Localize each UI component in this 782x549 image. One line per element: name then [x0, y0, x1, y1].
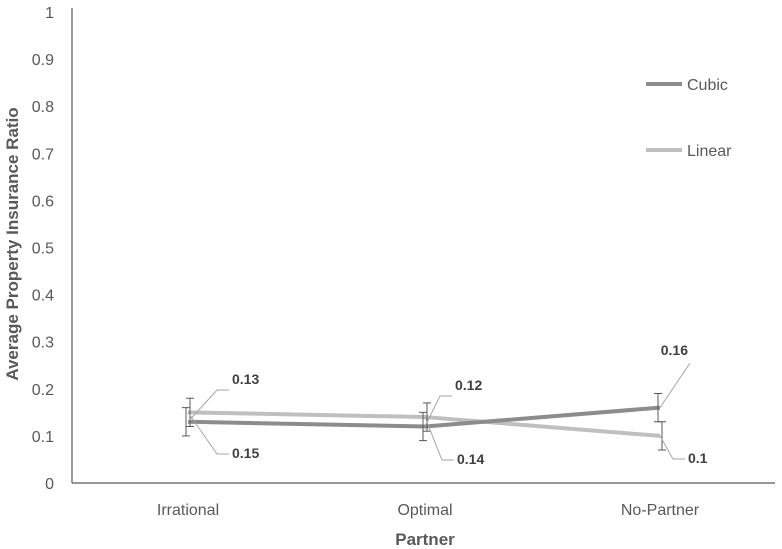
data-label: 0.15: [232, 445, 259, 461]
y-tick-labels: 0 0.1 0.2 0.3 0.4 0.5 0.6 0.7 0.8 0.9 1: [32, 5, 54, 493]
legend-item-cubic: Cubic: [646, 77, 728, 94]
data-label: 0.16: [661, 342, 688, 358]
data-label: 0.1: [688, 450, 708, 466]
x-tick-label: Irrational: [157, 502, 219, 519]
error-bars: [182, 393, 666, 451]
data-label: 0.14: [457, 451, 484, 467]
data-label: 0.12: [455, 377, 482, 393]
x-tick-labels: Irrational Optimal No-Partner: [157, 502, 700, 519]
x-tick-label: No-Partner: [621, 502, 700, 519]
y-axis-title: Average Property Insurance Ratio: [3, 107, 22, 380]
y-tick-label: 0.3: [32, 335, 54, 352]
label-leader-line: [659, 435, 685, 460]
error-bar: [419, 411, 427, 442]
x-tick-label: Optimal: [397, 502, 452, 519]
label-leader-line: [424, 395, 452, 427]
y-tick-label: 0.2: [32, 382, 54, 399]
label-leader-line: [424, 416, 454, 461]
error-bar: [186, 397, 194, 427]
axes: [71, 8, 775, 484]
legend-label: Cubic: [687, 77, 728, 94]
label-leader-line: [187, 389, 229, 423]
error-bar: [423, 402, 431, 432]
y-tick-label: 1: [45, 5, 54, 22]
y-tick-label: 0.4: [32, 288, 54, 305]
label-leader-lines: [187, 362, 691, 461]
legend: Cubic Linear: [646, 77, 732, 160]
y-tick-label: 0.7: [32, 146, 54, 163]
data-label: 0.13: [232, 371, 259, 387]
legend-label: Linear: [687, 143, 732, 160]
label-leader-line: [187, 412, 229, 455]
y-tick-label: 0.6: [32, 193, 54, 210]
error-bar: [658, 421, 666, 451]
y-tick-label: 0.1: [32, 429, 54, 446]
y-tick-label: 0.8: [32, 99, 54, 116]
y-tick-label: 0: [45, 476, 54, 493]
y-tick-label: 0.9: [32, 52, 54, 69]
label-leader-line: [659, 362, 691, 408]
y-tick-label: 0.5: [32, 241, 54, 258]
x-axis-title: Partner: [395, 530, 455, 549]
legend-item-linear: Linear: [646, 143, 732, 160]
data-labels: 0.13 0.12 0.16 0.15 0.14 0.1: [232, 342, 708, 467]
error-bar: [182, 407, 190, 437]
